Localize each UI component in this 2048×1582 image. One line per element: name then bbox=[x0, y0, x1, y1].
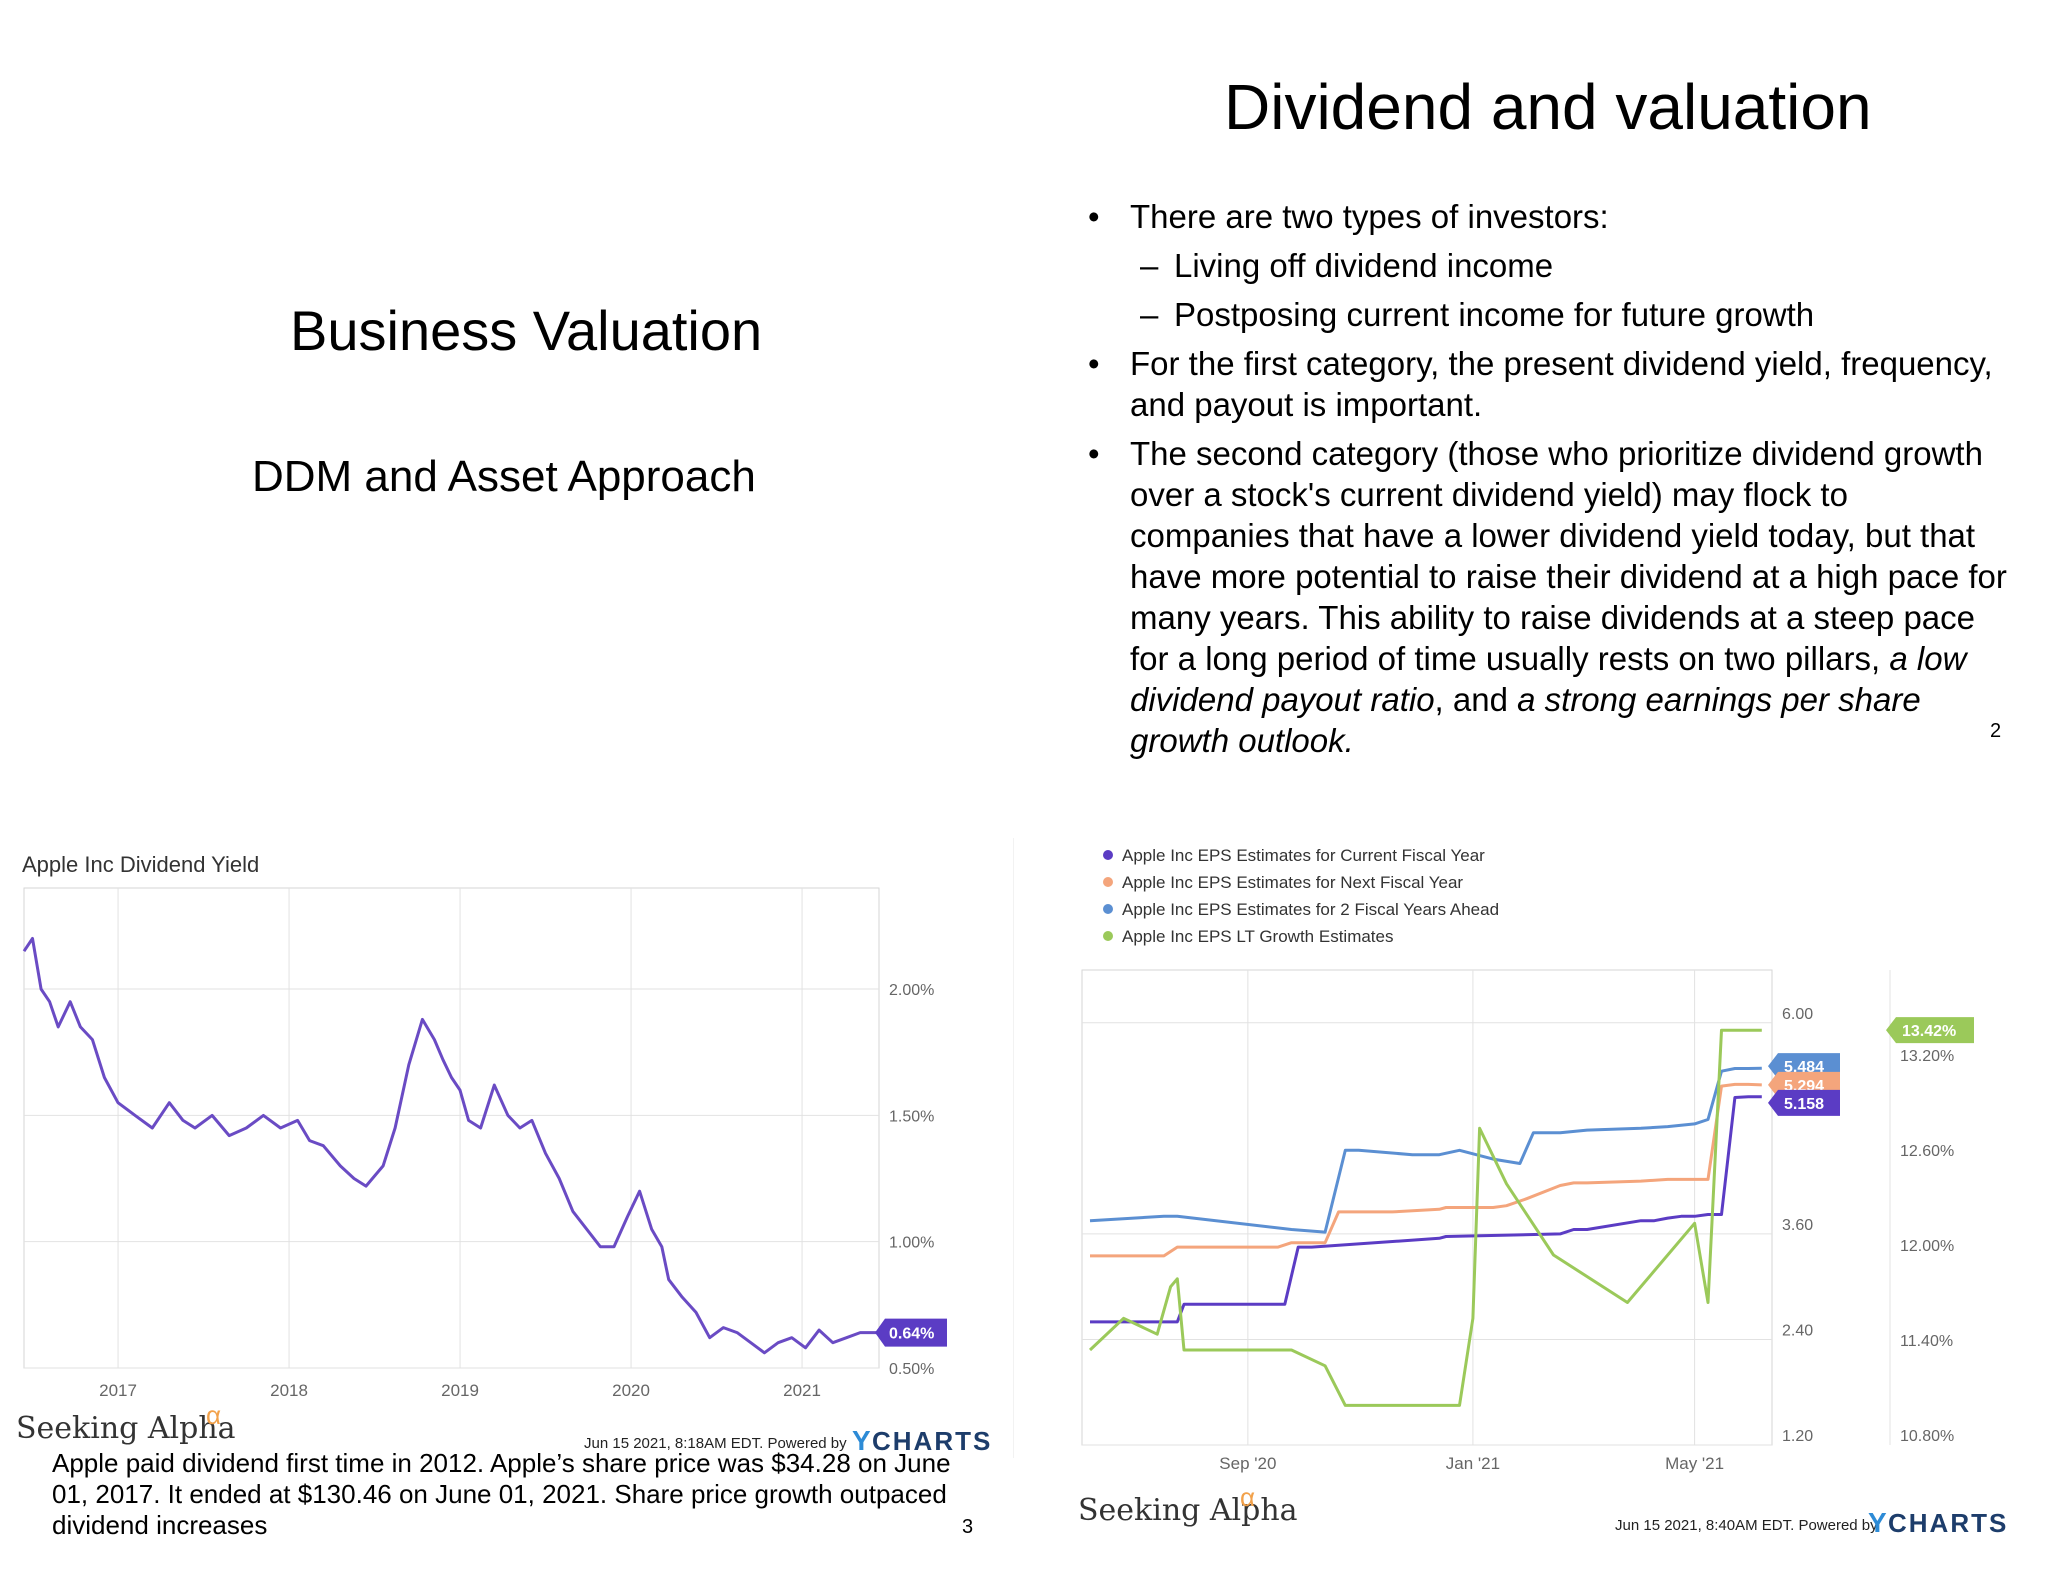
end-value-text: 13.42% bbox=[1902, 1023, 1956, 1040]
ycharts-y-glyph: Y bbox=[1868, 1507, 1887, 1538]
end-value-tag bbox=[1886, 1017, 1974, 1044]
eps-estimates-svg: Apple Inc EPS Estimates for Current Fisc… bbox=[1078, 846, 2008, 1538]
bullet-text: For the first category, the present divi… bbox=[1130, 345, 1993, 423]
bullet-item: For the first category, the present divi… bbox=[1080, 343, 2010, 425]
alpha-glyph: α bbox=[1240, 1482, 1255, 1512]
y-tick-label-left: 6.00 bbox=[1782, 1006, 1813, 1023]
legend-label: Apple Inc EPS LT Growth Estimates bbox=[1122, 927, 1394, 946]
x-tick-label: Sep '20 bbox=[1219, 1454, 1276, 1473]
left-slide-subtitle: DDM and Asset Approach bbox=[252, 452, 756, 501]
bullet-text: There are two types of investors: bbox=[1130, 198, 1609, 235]
sub-bullet-text: Living off dividend income bbox=[1174, 247, 1554, 284]
series-line bbox=[1088, 1028, 1762, 1407]
dividend-yield-line bbox=[22, 937, 879, 1355]
plot-frame bbox=[1081, 969, 1773, 1446]
page-number: 3 bbox=[962, 1516, 974, 1538]
y-tick-label: 2.00% bbox=[889, 982, 934, 999]
last-value-tag bbox=[875, 1318, 947, 1347]
x-tick-label: May '21 bbox=[1665, 1454, 1724, 1473]
last-value-text: 0.64% bbox=[889, 1326, 934, 1343]
bullet-emphasis: a low dividend payout ratio bbox=[1130, 640, 1967, 718]
left-slide-title: Business Valuation bbox=[290, 299, 763, 362]
sub-bullet-text: Postposing current income for future gro… bbox=[1174, 296, 1815, 333]
alpha-glyph: α bbox=[206, 1400, 221, 1430]
x-axis-ticks: Sep '20 Jan '21 May '21 bbox=[1219, 1454, 1724, 1473]
footer-timestamp: Jun 15 2021, 8:18AM EDT. Powered by bbox=[584, 1435, 847, 1452]
ycharts-logo: CHARTS bbox=[1888, 1508, 2008, 1538]
y-tick-label: 1.50% bbox=[889, 1108, 934, 1125]
x-tick-label: 2017 bbox=[99, 1381, 137, 1400]
chart-caption: Apple paid dividend first time in 2012. … bbox=[52, 1448, 951, 1540]
series-lines bbox=[1088, 1028, 1762, 1407]
footer-timestamp: Jun 15 2021, 8:40AM EDT. Powered by bbox=[1615, 1517, 1878, 1534]
legend-marker bbox=[1103, 877, 1113, 887]
left-y-axis-ticks: 6.00 3.60 2.40 1.20 bbox=[1782, 1006, 1813, 1445]
y-tick-label-right: 10.80% bbox=[1900, 1428, 1954, 1445]
y-tick-label-right: 12.60% bbox=[1900, 1143, 1954, 1160]
x-tick-label: 2018 bbox=[270, 1381, 308, 1400]
bullet-text: The second category (those who prioritiz… bbox=[1130, 435, 2007, 677]
series-line bbox=[1090, 1082, 1762, 1258]
y-tick-label-left: 1.20 bbox=[1782, 1428, 1813, 1445]
x-tick-label: 2020 bbox=[612, 1381, 650, 1400]
bullet-list: There are two types of investors: Living… bbox=[1080, 196, 2010, 761]
series-line bbox=[1089, 1066, 1762, 1234]
ycharts-y-glyph: Y bbox=[852, 1425, 871, 1456]
eps-estimates-chart: Apple Inc EPS Estimates for Current Fisc… bbox=[1070, 830, 2030, 1545]
legend-marker bbox=[1103, 931, 1113, 941]
x-axis-ticks: 2017 2018 2019 2020 2021 bbox=[99, 1381, 821, 1400]
y-tick-label-right: 12.00% bbox=[1900, 1238, 1954, 1255]
x-tick-label: 2021 bbox=[783, 1381, 821, 1400]
end-value-text: 5.158 bbox=[1784, 1096, 1824, 1113]
x-tick-label: Jan '21 bbox=[1446, 1454, 1500, 1473]
dividend-yield-svg: Apple Inc Dividend Yield 2.00% 1.50% 1.00%… bbox=[16, 838, 1014, 1458]
y-tick-label-left: 2.40 bbox=[1782, 1322, 1813, 1339]
legend-label: Apple Inc EPS Estimates for Current Fisc… bbox=[1122, 846, 1485, 865]
y-tick-label-right: 11.40% bbox=[1900, 1333, 1953, 1350]
legend-label: Apple Inc EPS Estimates for 2 Fiscal Yea… bbox=[1122, 900, 1499, 919]
x-tick-label: 2019 bbox=[441, 1381, 479, 1400]
bullet-text: , and bbox=[1434, 681, 1518, 718]
bullet-emphasis: a strong earnings per share growth outlo… bbox=[1130, 681, 1921, 759]
y-tick-label-left: 3.60 bbox=[1782, 1217, 1813, 1234]
seeking-alpha-logo: Seeking Alpha bbox=[16, 1411, 236, 1446]
y-tick-label: 1.00% bbox=[889, 1235, 934, 1252]
chart-title: Apple Inc Dividend Yield bbox=[22, 852, 259, 877]
gridlines bbox=[24, 888, 879, 1369]
sub-bullet-item: Living off dividend income bbox=[1080, 245, 2010, 286]
gridlines bbox=[1082, 970, 1772, 1446]
legend-marker bbox=[1103, 850, 1113, 860]
last-value-label: 0.64% bbox=[875, 1318, 947, 1347]
end-value-tag bbox=[1768, 1089, 1840, 1116]
right-y-axis-ticks: 13.20% 12.60% 12.00% 11.40% 10.80% bbox=[1900, 1048, 1954, 1445]
y-tick-label-right: 13.20% bbox=[1900, 1048, 1954, 1065]
sub-bullet-item: Postposing current income for future gro… bbox=[1080, 294, 2010, 335]
seeking-alpha-logo: Seeking Alpha bbox=[1078, 1493, 1298, 1528]
bullet-item: There are two types of investors: bbox=[1080, 196, 2010, 237]
chart-legend: Apple Inc EPS Estimates for Current Fisc… bbox=[1103, 846, 1499, 946]
y-tick-label: 0.50% bbox=[889, 1361, 934, 1378]
dividend-yield-chart: Apple Inc Dividend Yield 2.00% 1.50% 1.00%… bbox=[14, 838, 1014, 1458]
page-number: 2 bbox=[1990, 720, 2002, 742]
right-slide-title: Dividend and valuation bbox=[1224, 71, 1872, 143]
ycharts-logo: CHARTS bbox=[872, 1426, 992, 1456]
legend-marker bbox=[1103, 904, 1113, 914]
legend-label: Apple Inc EPS Estimates for Next Fiscal … bbox=[1122, 873, 1463, 892]
y-axis-ticks: 2.00% 1.50% 1.00% 0.50% bbox=[889, 982, 934, 1378]
bullet-item: The second category (those who prioritiz… bbox=[1080, 433, 2010, 761]
